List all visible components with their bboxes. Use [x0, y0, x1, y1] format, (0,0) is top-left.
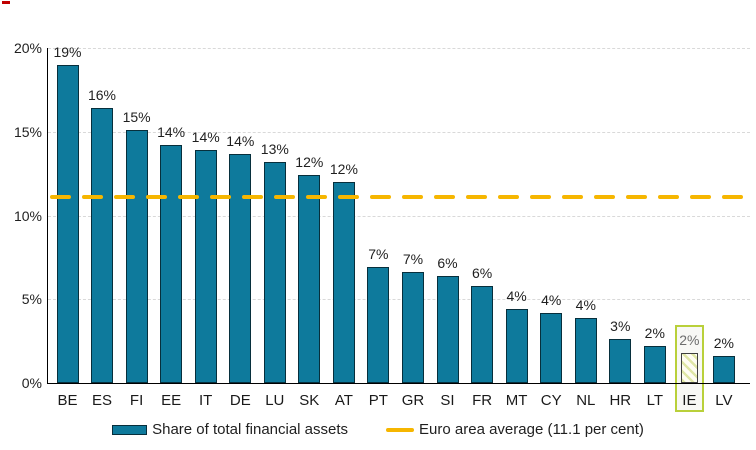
y-tick-label-20%: 20%	[13, 40, 42, 56]
bar-value-label-LT: 2%	[644, 325, 665, 342]
bar-value-label-AT: 12%	[329, 161, 358, 177]
gridline-15%	[48, 131, 750, 133]
bar-value-label-MT: 4%	[506, 288, 527, 305]
legend-line-label: Euro area average (11.1 per cent)	[419, 421, 644, 438]
bar-FI	[125, 130, 148, 383]
average-line-swatch	[386, 427, 415, 432]
bar-value-label-ES: 16%	[87, 87, 117, 104]
y-axis-line	[47, 48, 48, 383]
x-label-IT: IT	[199, 392, 213, 409]
x-label-HR: HR	[609, 392, 632, 409]
x-label-LV: LV	[715, 392, 733, 409]
bar-SI	[436, 275, 459, 383]
bar-MT	[505, 309, 528, 383]
bar-CY	[540, 312, 563, 383]
bar-LT	[643, 346, 666, 383]
x-label-IE: IE	[682, 392, 697, 409]
x-label-LT: LT	[646, 392, 663, 409]
x-label-SK: SK	[299, 392, 320, 409]
bar-DE	[229, 153, 252, 383]
bar-value-label-IE: 2%	[679, 331, 700, 348]
x-label-LU: LU	[265, 392, 285, 409]
x-label-PT: PT	[368, 392, 388, 409]
x-label-AT: AT	[334, 392, 353, 409]
bar-value-label-PT: 7%	[368, 246, 389, 263]
x-label-SI: SI	[440, 392, 455, 409]
gridline-10%	[48, 215, 750, 217]
bar-PT	[367, 267, 390, 383]
x-label-EE: EE	[161, 392, 182, 409]
bar-value-label-DE: 14%	[226, 132, 255, 149]
bar-value-label-FI: 15%	[122, 109, 151, 126]
bar-IE	[680, 352, 698, 384]
x-label-FI: FI	[129, 392, 144, 409]
bar-value-label-LU: 13%	[260, 140, 289, 157]
bar-LU	[263, 161, 286, 383]
bar-HR	[609, 339, 632, 383]
x-label-FR: FR	[472, 392, 493, 409]
x-label-DE: DE	[229, 392, 251, 409]
x-label-GR: GR	[401, 392, 425, 409]
bar-value-label-HR: 3%	[610, 318, 631, 335]
average-line	[50, 195, 750, 200]
y-tick-label-0%: 0%	[21, 375, 42, 391]
bar-NL	[574, 317, 597, 383]
bar-value-label-EE: 14%	[157, 124, 186, 141]
x-axis-line	[47, 383, 750, 384]
x-label-CY: CY	[540, 392, 562, 409]
bar-series-swatch	[112, 424, 148, 435]
legend: Share of total financial assets Euro are…	[0, 421, 756, 438]
y-tick-label-10%: 10%	[13, 207, 42, 224]
red-mark	[2, 1, 10, 4]
x-label-BE: BE	[57, 392, 78, 409]
bar-value-label-SI: 6%	[437, 254, 458, 271]
bar-value-label-FR: 6%	[471, 264, 493, 281]
x-label-ES: ES	[91, 392, 112, 409]
bar-value-label-NL: 4%	[575, 296, 596, 313]
x-label-NL: NL	[576, 392, 596, 409]
bar-GR	[402, 272, 424, 383]
bar-value-label-SK: 12%	[295, 154, 324, 171]
gridline-5%	[48, 299, 750, 301]
bar-SK	[298, 175, 321, 383]
bar-LV	[712, 356, 735, 383]
bar-value-label-LV: 2%	[713, 335, 734, 352]
bar-value-label-CY: 4%	[541, 291, 562, 308]
bar-FR	[471, 285, 494, 383]
bar-value-label-GR: 7%	[402, 251, 424, 268]
bar-IT	[194, 150, 217, 383]
legend-item-bars: Share of total financial assets	[112, 421, 348, 438]
gridline-20%	[48, 48, 750, 49]
y-tick-label-5%: 5%	[21, 291, 42, 308]
legend-bar-label: Share of total financial assets	[152, 421, 349, 438]
y-tick-label-15%: 15%	[13, 123, 42, 140]
bar-value-label-IT: 14%	[191, 129, 220, 146]
bar-BE	[56, 64, 79, 384]
bar-AT	[332, 182, 355, 383]
bar-value-label-BE: 19%	[53, 43, 82, 60]
bar-ES	[91, 108, 113, 383]
bar-EE	[160, 145, 183, 383]
legend-item-average: Euro area average (11.1 per cent)	[386, 421, 644, 438]
ie-highlight-box	[674, 325, 704, 412]
x-label-MT: MT	[505, 392, 528, 409]
